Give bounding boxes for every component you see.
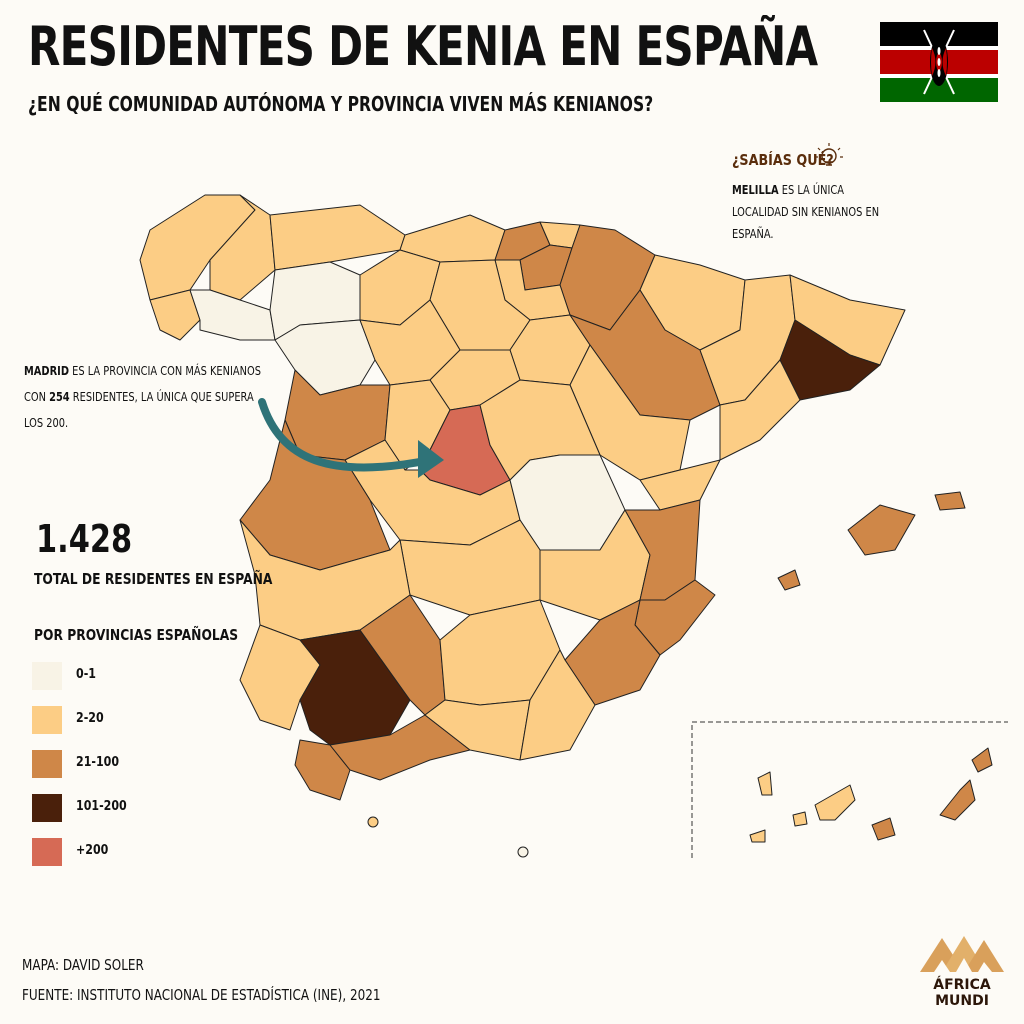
- total-value: 1.428: [36, 517, 133, 561]
- mountains-icon: [920, 936, 1004, 972]
- legend-label: +200: [76, 843, 109, 858]
- lightbulb-icon: [815, 143, 843, 166]
- logo-line2: MUNDI: [935, 993, 989, 1009]
- logo-line1: ÁFRICA: [933, 977, 991, 993]
- province-ibiza: [777, 569, 801, 591]
- province-zaragoza: [569, 289, 721, 421]
- legend-label: 0-1: [76, 667, 96, 682]
- credit-map: MAPA: DAVID SOLER: [22, 956, 144, 974]
- legend-swatch: [32, 794, 62, 822]
- legend-swatch: [32, 750, 62, 778]
- canary-inset-border: [691, 721, 1008, 858]
- page-title: RESIDENTES DE KENIA EN ESPAÑA: [28, 15, 818, 78]
- province-almeria: [519, 649, 596, 761]
- gran-canaria: [871, 817, 896, 841]
- legend-swatch: [32, 838, 62, 866]
- fact-title: ¿SABÍAS QUÉ?: [732, 151, 834, 169]
- province-zamora: [274, 319, 376, 396]
- fact-text: MELILLA ES LA ÚNICA LOCALIDAD SIN KENIAN…: [732, 179, 896, 245]
- page-subtitle: ¿EN QUÉ COMUNIDAD AUTÓNOMA Y PROVINCIA V…: [28, 92, 654, 116]
- province-santa-cruz: [814, 784, 856, 821]
- legend-title: POR PROVINCIAS ESPAÑOLAS: [34, 626, 239, 644]
- province-pontevedra: [149, 289, 201, 341]
- madrid-note-text1: ES LA PROVINCIA CON MÁS KENIANOS CON: [24, 364, 261, 404]
- madrid-note-text2: RESIDENTES, LA ÚNICA QUE SUPERA LOS 200.: [24, 390, 254, 430]
- legend-label: 2-20: [76, 711, 104, 726]
- fact-box: ¿SABÍAS QUÉ? MELILLA ES LA ÚNICA LOCALID…: [732, 150, 932, 245]
- ceuta: [367, 816, 379, 828]
- province-tarragona: [719, 359, 801, 461]
- melilla: [517, 846, 529, 858]
- legend-swatch: [32, 706, 62, 734]
- province-malaga: [329, 714, 471, 781]
- legend-label: 101-200: [76, 799, 127, 814]
- province-castellon: [639, 459, 721, 511]
- fact-bold: MELILLA: [732, 183, 779, 197]
- province-las-palmas: [939, 779, 976, 821]
- africa-mundi-logo: ÁFRICA MUNDI: [912, 930, 1012, 1020]
- province-mallorca: [847, 504, 916, 556]
- madrid-arrow: [258, 398, 434, 472]
- madrid-note: MADRID ES LA PROVINCIA CON MÁS KENIANOS …: [24, 358, 270, 436]
- province-menorca: [934, 491, 966, 511]
- lanzarote: [971, 747, 993, 773]
- madrid-note-name: MADRID: [24, 364, 69, 378]
- madrid-arrow-head: [418, 440, 444, 478]
- fact-body: ES LA ÚNICA LOCALIDAD SIN KENIANOS EN ES…: [732, 183, 880, 241]
- madrid-note-value: 254: [49, 390, 70, 404]
- kenya-flag-icon: [880, 22, 998, 102]
- credit-source: FUENTE: INSTITUTO NACIONAL DE ESTADÍSTIC…: [22, 986, 381, 1004]
- la-gomera: [792, 811, 808, 827]
- legend-label: 21-100: [76, 755, 120, 770]
- la-palma: [757, 771, 773, 796]
- el-hierro: [749, 829, 766, 843]
- province-ourense: [189, 289, 276, 341]
- legend-swatch: [32, 662, 62, 690]
- total-label: TOTAL DE RESIDENTES EN ESPAÑA: [34, 570, 273, 588]
